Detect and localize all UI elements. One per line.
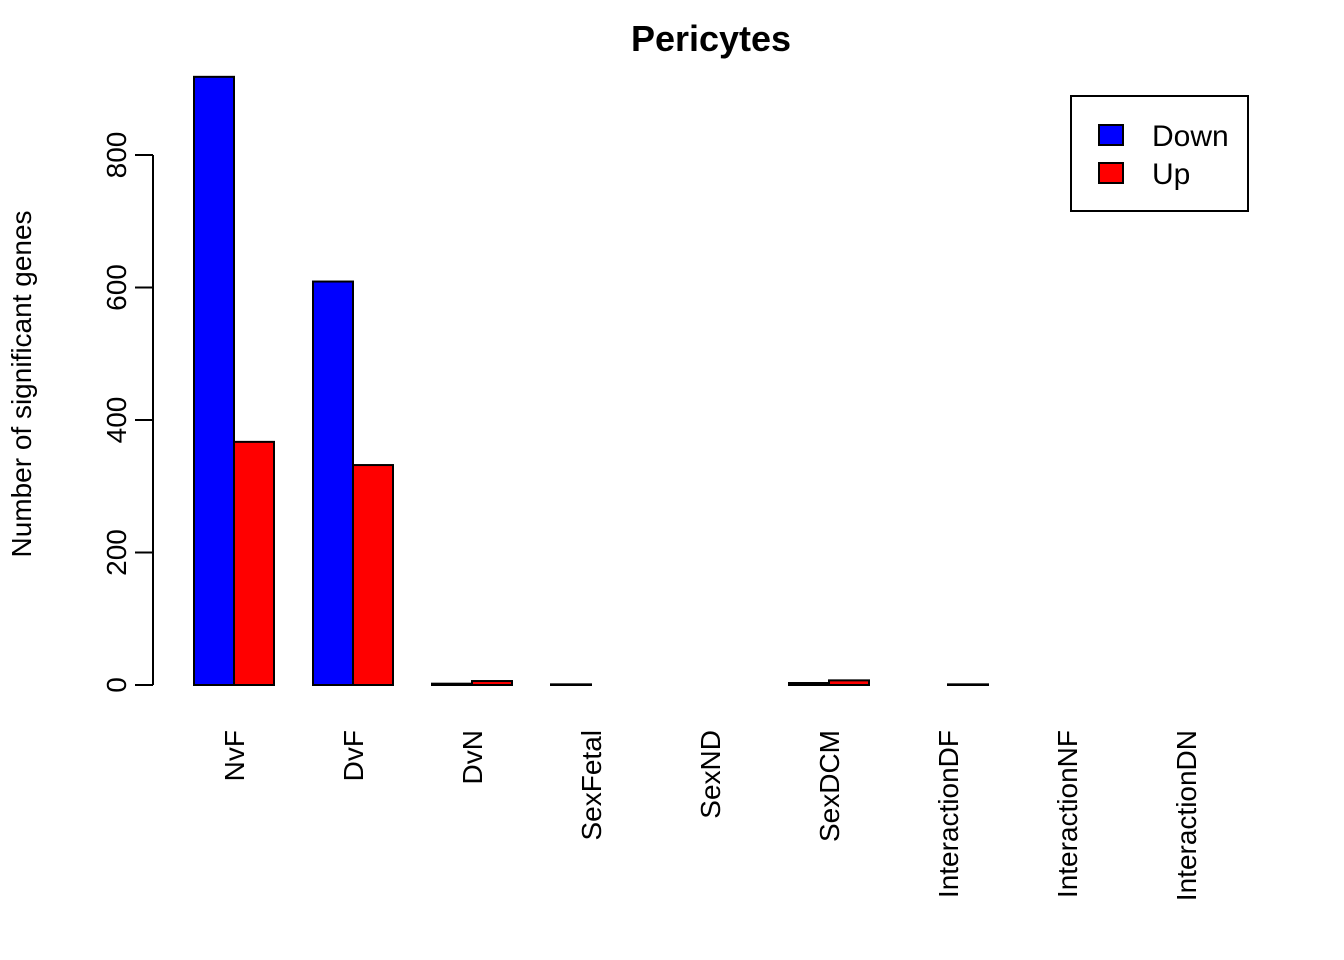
y-tick-label: 400	[101, 397, 132, 444]
legend-box	[1070, 95, 1249, 212]
chart-title: Pericytes	[631, 18, 791, 59]
bars	[193, 75, 989, 687]
x-axis-labels: NvF DvF DvN SexFetal SexND SexDCM InteractionD…	[219, 730, 1202, 901]
bar-up-NvF	[233, 440, 275, 686]
bar-down-SexDCM	[788, 682, 830, 687]
legend-label-up: Up	[1152, 158, 1190, 191]
y-tick-label: 600	[101, 264, 132, 311]
bar-down-NvF	[193, 75, 235, 686]
x-label-DvN: DvN	[457, 730, 488, 784]
y-axis: 0 200 400 600 800	[101, 132, 154, 693]
x-label-InteractionDF: InteractionDF	[933, 730, 964, 898]
x-label-DvF: DvF	[338, 730, 369, 781]
y-tick-label: 200	[101, 529, 132, 576]
legend-swatch-up	[1098, 162, 1124, 184]
y-tick-label: 800	[101, 132, 132, 179]
bar-down-DvN	[431, 682, 473, 686]
x-label-SexDCM: SexDCM	[814, 730, 845, 842]
x-label-InteractionNF: InteractionNF	[1052, 730, 1083, 898]
legend-label-down: Down	[1152, 120, 1229, 153]
bar-up-InteractionDF	[947, 683, 989, 687]
y-tick-label: 0	[101, 677, 132, 693]
legend-swatch-down	[1098, 124, 1124, 146]
bar-up-DvF	[352, 464, 394, 686]
x-label-NvF: NvF	[219, 730, 250, 781]
legend: Down Up	[1070, 95, 1249, 212]
y-axis-label: Number of significant genes	[6, 210, 37, 557]
bar-down-DvF	[312, 280, 354, 686]
bar-up-SexDCM	[828, 679, 870, 686]
bar-up-DvN	[471, 680, 513, 687]
bar-down-SexFetal	[550, 683, 592, 687]
x-label-SexFetal: SexFetal	[576, 730, 607, 841]
x-label-InteractionDN: InteractionDN	[1171, 730, 1202, 901]
x-label-SexND: SexND	[695, 730, 726, 819]
